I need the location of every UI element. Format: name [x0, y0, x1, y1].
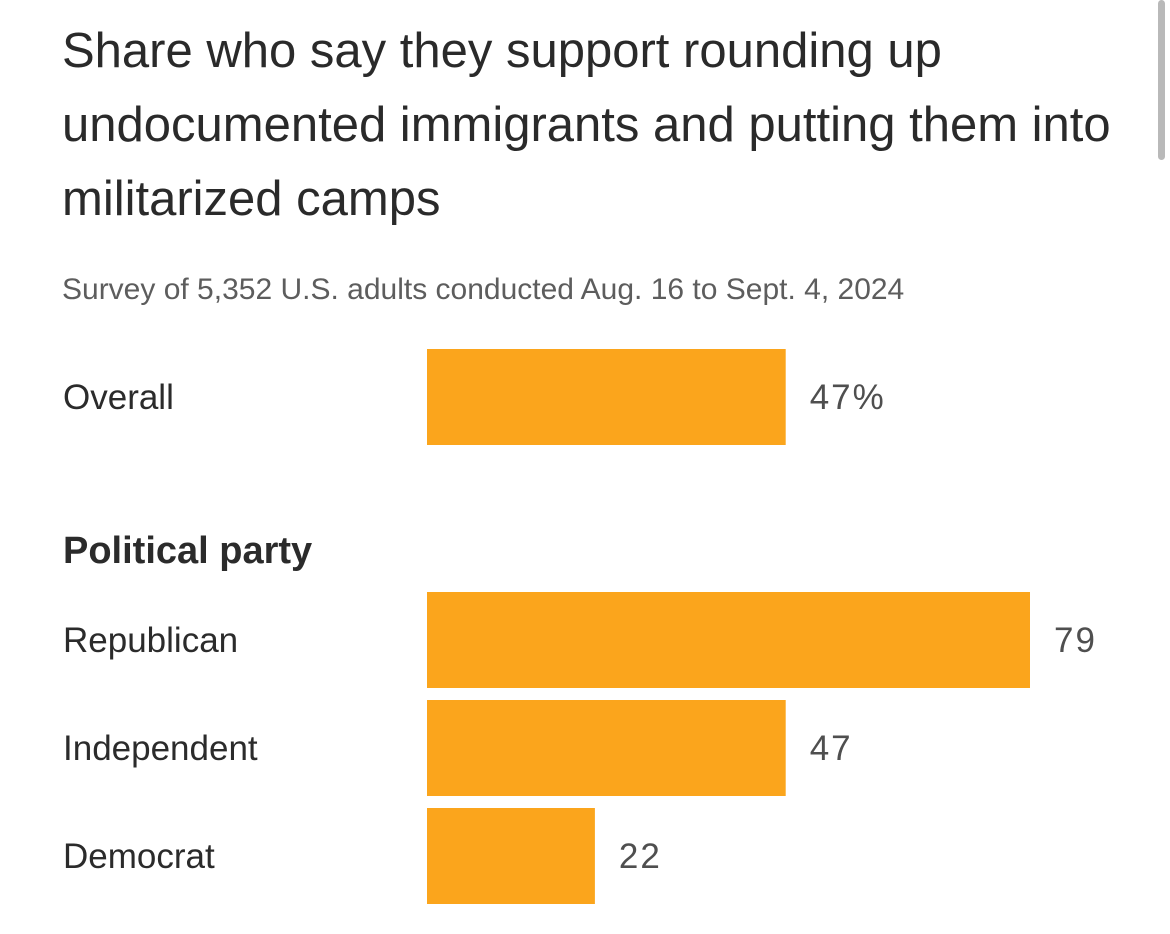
bar-democrat [427, 808, 595, 904]
row-label-republican: Republican [63, 621, 238, 660]
row-label-independent: Independent [63, 729, 258, 768]
value-label-independent: 47 [810, 729, 853, 768]
value-label-democrat: 22 [619, 837, 662, 876]
chart-title: Share who say they support rounding up u… [62, 24, 1111, 226]
bar-overall [427, 349, 786, 445]
row-label-democrat: Democrat [63, 837, 215, 876]
chart-subtitle: Survey of 5,352 U.S. adults conducted Au… [62, 273, 905, 306]
scrollbar[interactable] [1158, 0, 1165, 160]
chart-marks: Political party Overall 47% Republican 79 Ind… [63, 349, 1097, 904]
value-label-republican: 79 [1054, 621, 1097, 660]
row-label-overall: Overall [63, 378, 174, 417]
value-label-overall: 47% [810, 378, 886, 417]
bar-independent [427, 700, 786, 796]
group-label-political-party: Political party [63, 530, 312, 572]
bar-republican [427, 592, 1030, 688]
